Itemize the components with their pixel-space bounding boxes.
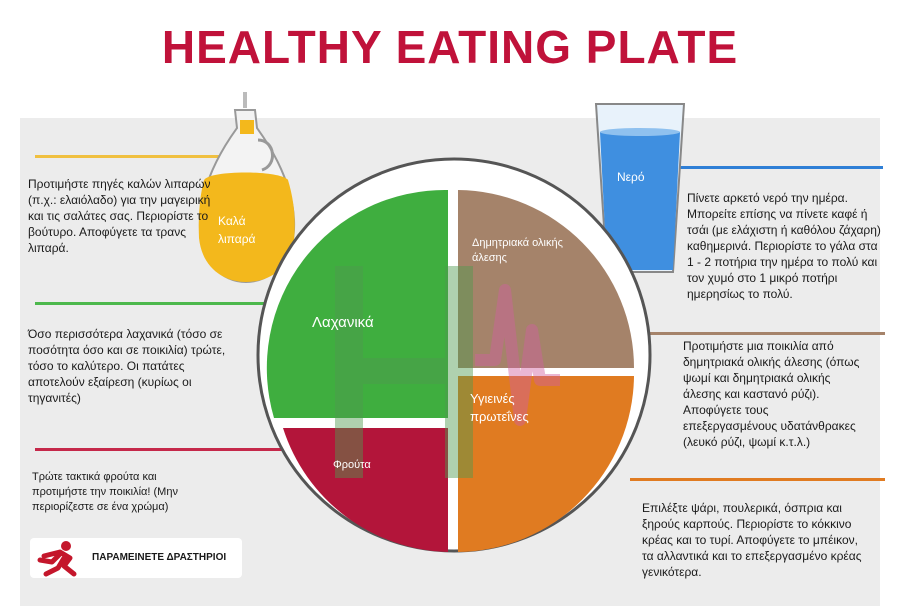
watermark-logo-icon <box>335 266 560 478</box>
vegetables-label: Λαχανικά <box>312 314 374 331</box>
stay-active-text: ΠΑΡΑΜΕΙΝΕΤΕ ΔΡΑΣΤΗΡΙΟΙ <box>92 552 227 563</box>
vegetables-description: Όσο περισσότερα λαχανικά (τόσο σε ποσότη… <box>28 327 226 405</box>
grain-divider <box>620 332 885 335</box>
protein-divider <box>630 478 885 481</box>
veg-divider <box>35 302 265 305</box>
water-glass-icon <box>594 103 686 273</box>
protein-description: Επιλέξτε ψάρι, πουλερικά, όσπρια και ξηρ… <box>642 501 862 579</box>
water-divider <box>680 166 883 169</box>
grains-label: Δημητριακά ολικής άλεσης <box>472 237 563 264</box>
protein-label: Υγιεινές πρωτεΐνες <box>470 391 529 424</box>
fruits-description: Τρώτε τακτικά φρούτα και προτιμήστε την … <box>32 471 178 513</box>
fruits-label: Φρούτα <box>333 459 371 471</box>
page-title: HEALTHY EATING PLATE <box>161 21 739 73</box>
running-person-icon <box>37 541 77 577</box>
oil-divider <box>35 155 240 158</box>
oil-bottle-icon <box>198 92 296 284</box>
water-description: Πίνετε αρκετό νερό την ημέρα. Μπορείτε ε… <box>687 191 881 301</box>
grains-segment <box>458 190 634 368</box>
water-label: Νερό <box>617 170 645 184</box>
oil-description: Προτιμήστε πηγές καλών λιπαρών (π.χ.: ελ… <box>28 177 211 255</box>
grains-description: Προτιμήστε μια ποικιλία από δημητριακά ο… <box>683 339 860 449</box>
vegetables-segment <box>266 189 448 418</box>
fruit-divider <box>35 448 285 451</box>
fruits-segment <box>283 428 448 552</box>
stay-active-badge: ΠΑΡΑΜΕΙΝΕΤΕ ΔΡΑΣΤΗΡΙΟΙ <box>30 538 242 578</box>
protein-segment <box>458 376 634 552</box>
oil-label: Καλά λιπαρά <box>218 214 256 246</box>
